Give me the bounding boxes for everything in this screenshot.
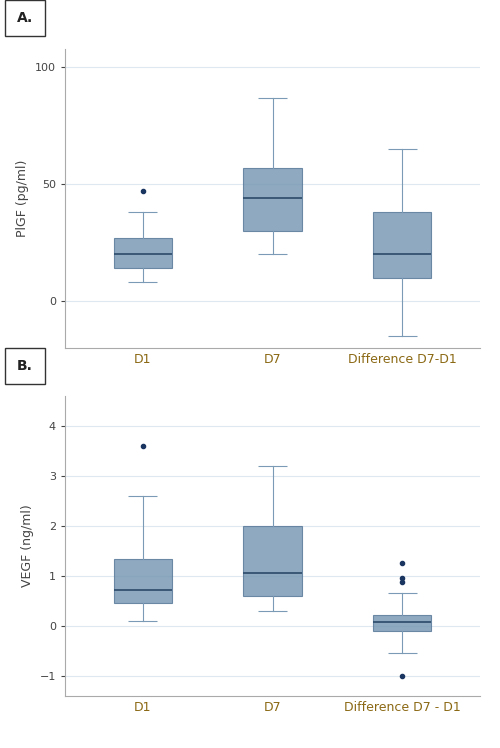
PathPatch shape bbox=[373, 615, 432, 631]
PathPatch shape bbox=[114, 238, 172, 269]
PathPatch shape bbox=[114, 559, 172, 604]
PathPatch shape bbox=[244, 526, 302, 596]
PathPatch shape bbox=[244, 168, 302, 231]
Text: B.: B. bbox=[10, 362, 26, 375]
Text: B.: B. bbox=[17, 359, 33, 373]
Text: A.: A. bbox=[17, 11, 33, 25]
Text: A.: A. bbox=[10, 14, 26, 28]
PathPatch shape bbox=[373, 212, 432, 278]
Y-axis label: VEGF (ng/ml): VEGF (ng/ml) bbox=[21, 505, 34, 587]
Y-axis label: PlGF (pg/ml): PlGF (pg/ml) bbox=[16, 159, 30, 237]
